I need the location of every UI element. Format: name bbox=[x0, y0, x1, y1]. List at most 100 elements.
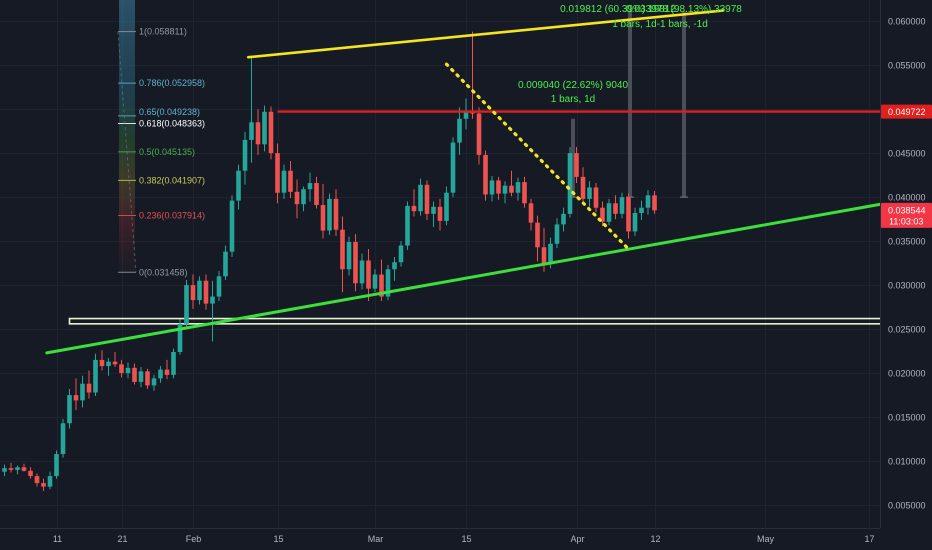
candle-down bbox=[580, 176, 586, 199]
candle-down bbox=[353, 242, 358, 284]
measure-2-value: 0.019812 (60.39%) 19812 bbox=[560, 4, 676, 15]
price-tick-label: 0.045000 bbox=[888, 149, 926, 159]
measure-3-bars: 1 bars, 1d-1 bars, -1d bbox=[612, 19, 708, 30]
candle-up bbox=[457, 118, 462, 143]
candle-up bbox=[307, 183, 313, 190]
candle-up bbox=[385, 269, 391, 297]
fib-level-label: 0.236(0.037914) bbox=[139, 210, 205, 220]
candle-up bbox=[346, 242, 352, 270]
measure-bar-3 bbox=[682, 11, 686, 198]
candle-up bbox=[15, 467, 20, 470]
candle-up bbox=[327, 198, 332, 231]
price-tick-label: 0.015000 bbox=[888, 413, 926, 423]
candle-down bbox=[190, 285, 196, 301]
candle-up bbox=[2, 468, 7, 472]
candle-down bbox=[132, 367, 137, 382]
candle-down bbox=[164, 369, 170, 375]
time-axis[interactable] bbox=[0, 528, 932, 550]
upper-yellow-trendline bbox=[246, 9, 725, 59]
candle-down bbox=[73, 395, 79, 401]
candle-down bbox=[314, 183, 319, 206]
candle-down bbox=[112, 361, 118, 365]
time-tick-label: 17 bbox=[864, 534, 874, 544]
time-axis-ticks: 1121Feb15Mar15Apr12May17Jun bbox=[53, 534, 875, 544]
price-axis[interactable] bbox=[880, 0, 932, 550]
time-tick-label: 11 bbox=[53, 534, 62, 544]
candle-down bbox=[288, 170, 293, 192]
fib-gradient-band bbox=[119, 0, 135, 273]
candle-up bbox=[450, 142, 456, 193]
candle-down bbox=[411, 205, 417, 212]
resistance-price-value: 0.049722 bbox=[888, 107, 926, 117]
candle-up bbox=[548, 243, 553, 264]
candle-down bbox=[652, 195, 657, 211]
fib-level-label: 0(0.031458) bbox=[139, 267, 188, 277]
candle-down bbox=[366, 260, 371, 289]
support-zone[interactable] bbox=[68, 317, 932, 325]
dotted-downtrend bbox=[444, 62, 631, 251]
candle-down bbox=[41, 483, 46, 487]
candle-up bbox=[561, 213, 566, 225]
candle-down bbox=[593, 187, 599, 208]
candle-down bbox=[294, 191, 300, 205]
candle-down bbox=[528, 203, 534, 223]
candle-down bbox=[99, 359, 105, 367]
price-tick-label: 0.010000 bbox=[888, 457, 926, 467]
candle-up bbox=[372, 274, 378, 289]
time-tick-label: Mar bbox=[368, 534, 384, 544]
measure-1-bars: 1 bars, 1d bbox=[551, 94, 595, 105]
candle-up bbox=[515, 182, 521, 193]
last-price-value: 0.038544 bbox=[888, 205, 926, 215]
candle-up bbox=[216, 276, 222, 297]
candle-down bbox=[145, 371, 150, 386]
candle-down bbox=[119, 364, 124, 374]
candle-up bbox=[463, 111, 469, 119]
fibonacci-retracement[interactable]: 1(0.058811) 0.786(0.052958) 0.65(0.049238)… bbox=[117, 0, 205, 277]
time-tick-label: 12 bbox=[650, 534, 660, 544]
candle-down bbox=[275, 153, 280, 193]
price-tick-label: 0.040000 bbox=[888, 193, 926, 203]
trendlines[interactable] bbox=[45, 9, 932, 355]
candle-up bbox=[431, 206, 436, 214]
candle-down bbox=[535, 222, 540, 248]
candle-down bbox=[8, 468, 14, 470]
candle-up bbox=[418, 184, 423, 212]
candle-down bbox=[574, 153, 579, 177]
candle-up bbox=[151, 378, 157, 386]
candle-up bbox=[632, 212, 638, 232]
candle-up bbox=[93, 359, 98, 393]
price-axis-ticks: 0.0600000.0550000.0500000.0450000.040000… bbox=[888, 17, 926, 511]
candle-down bbox=[509, 185, 514, 193]
candle-up bbox=[587, 187, 592, 199]
candle-up bbox=[125, 367, 131, 374]
measure-3-value: 0.033978 (98.13%) 33978 bbox=[626, 4, 742, 15]
candle-down bbox=[600, 207, 605, 222]
candle-down bbox=[333, 198, 339, 230]
fib-level-label: 0.618(0.048363) bbox=[139, 119, 205, 129]
candle-down bbox=[320, 205, 326, 231]
fib-level-label: 0.65(0.049238) bbox=[139, 107, 200, 117]
candle-down bbox=[203, 280, 209, 304]
candle-up bbox=[223, 251, 228, 277]
candle-up bbox=[158, 369, 163, 379]
candle-up bbox=[262, 111, 267, 145]
candle-up bbox=[281, 170, 287, 193]
candle-up bbox=[301, 189, 306, 205]
fib-level-label: 1(0.058811) bbox=[139, 27, 187, 37]
candle-down bbox=[34, 476, 40, 484]
plot-area bbox=[0, 0, 880, 528]
candle-up bbox=[502, 185, 508, 194]
candle-up bbox=[80, 383, 85, 401]
candle-up bbox=[554, 224, 560, 244]
price-tick-label: 0.025000 bbox=[888, 325, 926, 335]
candle-down bbox=[21, 467, 27, 471]
measurement-labels: 0.009040 (22.62%) 9040 1 bars, 1d 0.019812… bbox=[518, 4, 742, 105]
candle-down bbox=[424, 184, 430, 214]
support-zone-rect bbox=[68, 317, 932, 325]
candle-up bbox=[359, 260, 365, 284]
candle-down bbox=[476, 113, 482, 155]
candle-down bbox=[437, 206, 443, 221]
